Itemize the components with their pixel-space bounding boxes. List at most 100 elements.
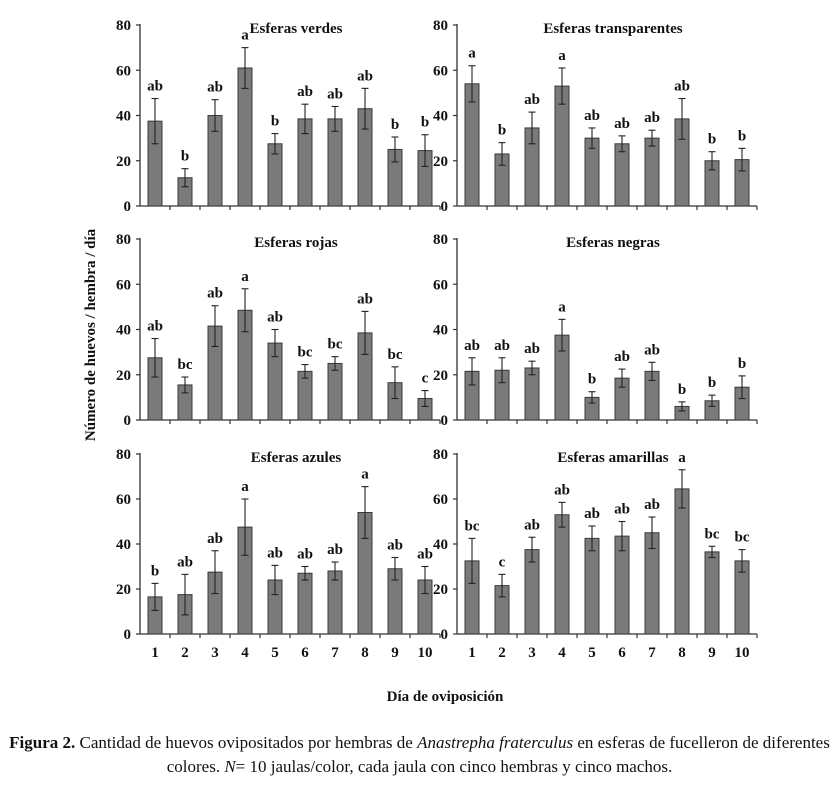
y-tick-label: 20 [116, 368, 131, 384]
significance-letter: b [181, 149, 189, 165]
x-tick-label: 3 [528, 645, 536, 661]
y-tick-label: 40 [116, 109, 131, 125]
significance-letter: ab [584, 108, 600, 124]
significance-letter: ab [674, 79, 690, 95]
y-tick-label: 80 [116, 18, 131, 34]
y-tick-label: 80 [433, 18, 448, 34]
significance-letter: ab [614, 349, 630, 365]
significance-letter: a [241, 269, 249, 285]
significance-letter: ab [584, 506, 600, 522]
significance-letter: a [241, 28, 249, 44]
significance-letter: bc [735, 530, 750, 546]
x-tick-label: 5 [271, 645, 279, 661]
x-tick-label: 2 [498, 645, 506, 661]
y-tick-label: 40 [116, 323, 131, 339]
significance-letter: ab [494, 338, 510, 354]
significance-letter: a [558, 48, 566, 64]
panel-title: Esferas negras [566, 235, 660, 251]
y-tick-label: 40 [433, 109, 448, 125]
significance-letter: ab [524, 517, 540, 533]
significance-letter: b [708, 375, 716, 391]
significance-letter: ab [267, 310, 283, 326]
significance-letter: bc [465, 518, 480, 534]
x-tick-label: 9 [708, 645, 716, 661]
bar [584, 537, 600, 635]
significance-letter: c [422, 371, 429, 387]
y-tick-label: 20 [433, 154, 448, 170]
significance-letter: ab [644, 497, 660, 513]
bar [704, 551, 720, 635]
significance-letter: bc [178, 357, 193, 373]
significance-letter: b [588, 372, 596, 388]
x-tick-label: 1 [151, 645, 159, 661]
significance-letter: ab [207, 80, 223, 96]
significance-letter: a [468, 46, 476, 62]
significance-letter: bc [298, 345, 313, 361]
caption-label: Figura 2. [9, 733, 76, 752]
panel-title: Esferas amarillas [557, 450, 668, 466]
x-tick-label: 5 [588, 645, 596, 661]
x-tick-label: 8 [361, 645, 369, 661]
y-axis-label: Número de huevos / hembra / día [83, 228, 99, 441]
caption-text-2: en esferas de fucelleron de diferentes c… [166, 733, 830, 776]
y-tick-label: 60 [116, 492, 131, 508]
significance-letter: bc [705, 526, 720, 542]
y-tick-label: 80 [433, 232, 448, 248]
y-tick-label: 0 [124, 199, 132, 215]
x-tick-label: 10 [735, 645, 750, 661]
y-tick-label: 40 [433, 323, 448, 339]
significance-letter: b [678, 382, 686, 398]
significance-letter: bc [388, 347, 403, 363]
panel-title: Esferas transparentes [543, 21, 682, 37]
significance-letter: a [558, 299, 566, 315]
significance-letter: a [241, 479, 249, 495]
significance-letter: bc [328, 337, 343, 353]
significance-letter: ab [207, 531, 223, 547]
significance-letter: b [738, 356, 746, 372]
y-tick-label: 40 [433, 537, 448, 553]
significance-letter: a [678, 450, 686, 466]
significance-letter: ab [327, 542, 343, 558]
caption-n-symbol: N [224, 757, 236, 776]
x-tick-label: 9 [391, 645, 399, 661]
bar [614, 143, 630, 207]
caption-text-1: Cantidad de huevos ovipositados por hemb… [79, 733, 413, 752]
significance-letter: b [738, 128, 746, 144]
x-tick-label: 7 [331, 645, 339, 661]
y-tick-label: 60 [116, 277, 131, 293]
x-tick-label: 8 [678, 645, 686, 661]
significance-letter: ab [357, 291, 373, 307]
significance-letter: ab [327, 86, 343, 102]
y-tick-label: 20 [116, 154, 131, 170]
y-tick-label: 60 [433, 277, 448, 293]
significance-letter: b [708, 132, 716, 148]
bar [554, 514, 570, 635]
caption-species: Anastrepha fraterculus [417, 733, 574, 752]
y-tick-label: 80 [116, 447, 131, 463]
bar [327, 362, 343, 421]
x-tick-label: 6 [301, 645, 309, 661]
bar [524, 367, 540, 421]
y-tick-label: 60 [433, 492, 448, 508]
bar [297, 572, 313, 635]
bar [674, 488, 690, 635]
y-tick-label: 0 [441, 199, 449, 215]
significance-letter: ab [524, 92, 540, 108]
significance-letter: ab [554, 482, 570, 498]
x-tick-label: 1 [468, 645, 476, 661]
y-tick-label: 20 [433, 582, 448, 598]
significance-letter: ab [177, 554, 193, 570]
significance-letter: c [499, 554, 506, 570]
bar [644, 137, 660, 207]
y-tick-label: 0 [441, 627, 449, 643]
panel-title: Esferas azules [251, 450, 342, 466]
significance-letter: b [271, 114, 279, 130]
significance-letter: ab [387, 538, 403, 554]
y-tick-label: 0 [124, 413, 132, 429]
significance-letter: ab [524, 341, 540, 357]
significance-letter: b [421, 115, 429, 131]
